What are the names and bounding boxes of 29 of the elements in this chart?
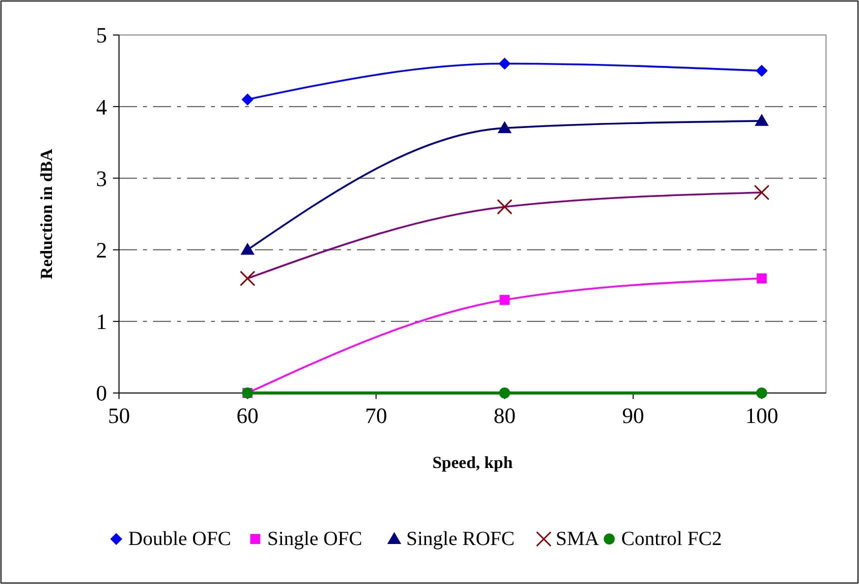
- x-tick-label: 100: [745, 403, 778, 428]
- x-axis-title: Speed, kph: [432, 453, 514, 472]
- x-tick-label: 90: [622, 403, 644, 428]
- legend-label: Single ROFC: [406, 528, 515, 550]
- point: [756, 273, 767, 284]
- point: [499, 388, 510, 398]
- point: [242, 93, 254, 106]
- point: [754, 114, 769, 126]
- y-tick-label: 1: [96, 309, 107, 334]
- y-tick-label: 0: [96, 380, 107, 406]
- y-tick-label: 4: [96, 94, 107, 120]
- x-tick-label: 60: [236, 403, 259, 428]
- legend-label: SMA: [556, 528, 600, 550]
- point: [240, 242, 255, 255]
- y-tick-label: 3: [96, 166, 107, 191]
- point: [756, 388, 768, 398]
- y-axis-title: Reduction in dBA: [37, 148, 56, 280]
- x-tick-label: 70: [365, 403, 388, 428]
- y-tick-label: 5: [96, 22, 107, 48]
- legend-label: Double OFC: [128, 528, 232, 550]
- point: [498, 58, 511, 70]
- x-tick-label: 50: [108, 403, 130, 428]
- legend-label: Single OFC: [267, 528, 362, 550]
- x-tick-label: 80: [494, 403, 516, 428]
- y-tick-label: 2: [96, 238, 107, 262]
- point: [498, 121, 512, 134]
- legend-label: Control FC2: [621, 528, 722, 550]
- point: [756, 64, 768, 77]
- point: [500, 294, 510, 305]
